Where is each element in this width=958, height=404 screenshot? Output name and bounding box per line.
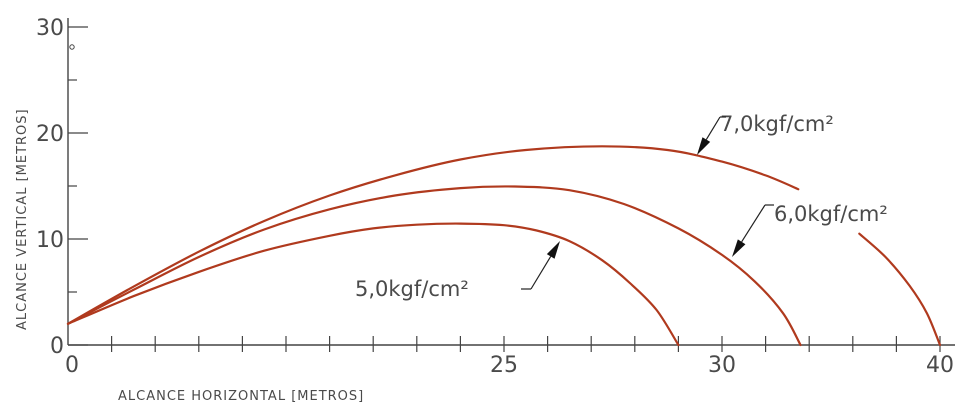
series-line: [66, 185, 802, 347]
annotation-leader: [741, 204, 766, 243]
y-tick-label: 0: [50, 334, 64, 359]
x-tick-label: 30: [708, 353, 736, 378]
x-tick-label: 40: [926, 353, 954, 378]
annotation-label: 7,0kgf/cm²: [720, 112, 834, 136]
series-line: [66, 222, 680, 347]
series-line: [66, 145, 800, 325]
y-tick-label: 10: [36, 228, 64, 253]
annotation-arrowhead: [697, 137, 711, 155]
y-tick-label: 30: [36, 16, 64, 41]
annotation-leader: [705, 116, 721, 140]
series-line: [858, 232, 942, 347]
y-axis-marker: [69, 44, 75, 50]
annotation-arrowhead: [546, 241, 560, 259]
annotation-leader: [530, 256, 552, 290]
x-axis-title: ALCANCE HORIZONTAL [METROS]: [118, 389, 364, 404]
chart-series: [66, 145, 942, 347]
chart-axes: [67, 18, 955, 346]
annotation-arrowhead: [732, 239, 746, 257]
annotation-label: 6,0kgf/cm²: [774, 202, 888, 226]
annotation-label: 5,0kgf/cm²: [355, 277, 469, 301]
y-tick-label: 20: [36, 122, 64, 147]
x-tick-label: 0: [65, 353, 79, 378]
y-axis-title: ALCANCE VERTICAL [METROS]: [15, 108, 30, 330]
chart-annotations: 7,0kgf/cm² 6,0kgf/cm² 5,0kgf/cm²: [355, 112, 888, 301]
chart-ticks: 0 25 30 40 0 10 20 30: [36, 16, 954, 378]
x-tick-label: 25: [490, 353, 518, 378]
